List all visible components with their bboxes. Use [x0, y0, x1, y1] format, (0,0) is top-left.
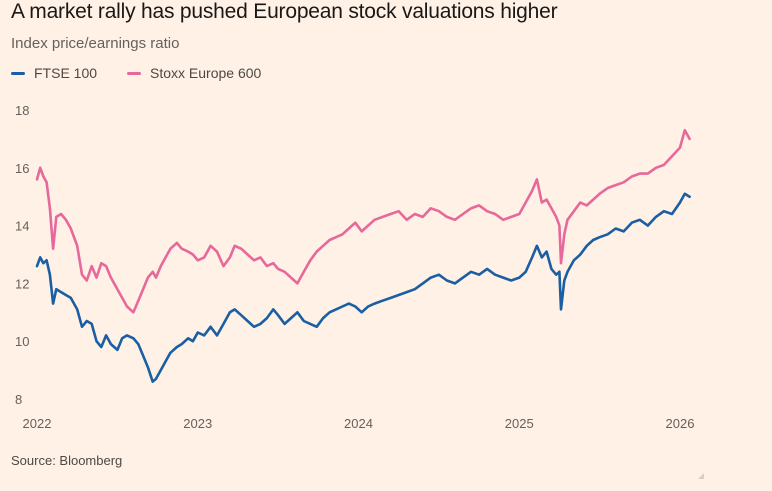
y-axis: 8 10 12 14 16 18: [15, 103, 29, 407]
legend: FTSE 100 Stoxx Europe 600: [11, 65, 291, 81]
x-tick-label: 2023: [183, 416, 212, 431]
legend-item-ftse: FTSE 100: [11, 65, 97, 81]
y-tick-label: 10: [15, 334, 29, 349]
x-tick-label: 2026: [666, 416, 695, 431]
legend-label-stoxx: Stoxx Europe 600: [150, 65, 262, 81]
y-tick-label: 12: [15, 276, 29, 291]
series-line-stoxx-europe-600: [35, 128, 691, 314]
series-line-ftse-100: [35, 192, 691, 383]
x-tick-label: 2024: [344, 416, 373, 431]
legend-label-ftse: FTSE 100: [34, 65, 98, 81]
y-tick-label: 8: [15, 392, 22, 407]
plot-area: [35, 128, 691, 383]
chart-subtitle: Index price/earnings ratio: [11, 35, 180, 52]
x-tick-label: 2025: [505, 416, 534, 431]
legend-swatch-stoxx: [127, 71, 142, 75]
resize-handle-icon: [698, 473, 704, 479]
chart-title: A market rally has pushed European stock…: [11, 0, 558, 23]
y-tick-label: 18: [15, 103, 29, 118]
legend-swatch-ftse: [11, 71, 25, 75]
y-tick-label: 14: [15, 219, 29, 234]
source-note: Source: Bloomberg: [11, 453, 123, 468]
x-axis: 2022 2023 2024 2025 2026: [23, 416, 695, 431]
legend-item-stoxx: Stoxx Europe 600: [127, 65, 261, 81]
x-tick-label: 2022: [23, 416, 52, 431]
y-tick-label: 16: [15, 161, 29, 176]
